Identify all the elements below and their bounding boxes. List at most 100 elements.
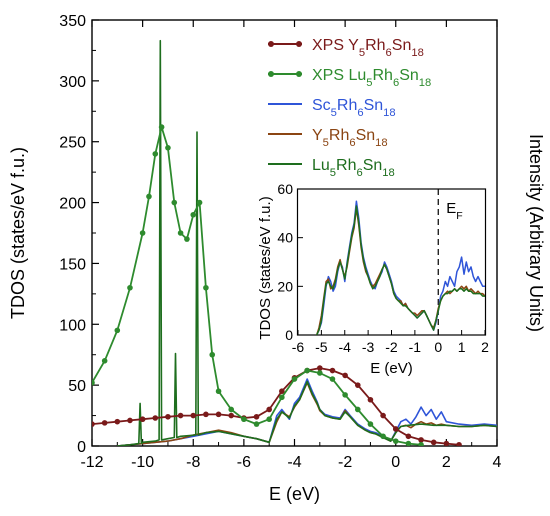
inset-x-tick-label: -2 [385, 339, 398, 355]
x-axis-title: E (eV) [269, 484, 320, 504]
inset-x-tick-label: -4 [339, 339, 352, 355]
data-point-XPS Lu5Rh6Sn18 [418, 441, 424, 446]
data-point-XPS Lu5Rh6Sn18 [209, 351, 216, 358]
series-group-XPS Lu5Rh6Sn18 [92, 124, 424, 446]
data-point-XPS Y5Rh6Sn18 [279, 388, 285, 395]
data-point-XPS Lu5Rh6Sn18 [190, 211, 197, 218]
inset-x-tick-label: 1 [458, 339, 466, 355]
inset-x-tick-label: -3 [362, 339, 375, 355]
inset-x-tick-label: 2 [481, 339, 489, 355]
y-tick-label: 0 [77, 439, 86, 456]
data-point-XPS Lu5Rh6Sn18 [329, 376, 336, 382]
data-point-XPS Lu5Rh6Sn18 [354, 406, 361, 413]
data-point-XPS Y5Rh6Sn18 [418, 437, 424, 443]
data-point-XPS Y5Rh6Sn18 [367, 396, 374, 403]
inset-x-tick-label: -6 [292, 339, 305, 355]
data-point-XPS Lu5Rh6Sn18 [203, 284, 209, 291]
data-point-XPS Lu5Rh6Sn18 [380, 433, 386, 440]
data-point-XPS Y5Rh6Sn18 [215, 411, 222, 418]
data-point-XPS Y5Rh6Sn18 [177, 412, 184, 419]
legend-entry: XPS Lu5Rh6Sn18 [312, 67, 431, 89]
y-tick-label: 250 [59, 135, 86, 152]
data-point-XPS Y5Rh6Sn18 [405, 433, 412, 440]
x-tick-label: 0 [391, 454, 400, 471]
data-point-XPS Lu5Rh6Sn18 [228, 406, 235, 413]
data-point-XPS Y5Rh6Sn18 [329, 367, 336, 374]
x-tick-label: 4 [493, 454, 502, 471]
inset-y-tick-label: 40 [277, 230, 293, 246]
inset-y-tick-label: 60 [277, 181, 293, 197]
data-point-XPS Lu5Rh6Sn18 [392, 438, 399, 444]
data-point-XPS Lu5Rh6Sn18 [165, 145, 171, 151]
data-point-XPS Lu5Rh6Sn18 [146, 193, 152, 200]
data-point-XPS Lu5Rh6Sn18 [171, 199, 178, 206]
inset-y-tick-label: 0 [285, 327, 293, 343]
inset-x-tick-label: -1 [409, 339, 422, 355]
legend-entry: Y5Rh6Sn18 [312, 127, 388, 149]
data-point-XPS Lu5Rh6Sn18 [114, 327, 121, 334]
data-point-XPS Lu5Rh6Sn18 [139, 230, 146, 236]
data-point-XPS Lu5Rh6Sn18 [367, 421, 374, 427]
y-tick-label: 150 [59, 256, 86, 273]
inset-series-line-Lu5Rh6Sn18 [316, 205, 485, 335]
data-point-XPS Y5Rh6Sn18 [253, 413, 260, 420]
legend-entry: Lu5Rh6Sn18 [312, 157, 395, 179]
data-point-XPS Lu5Rh6Sn18 [279, 394, 285, 401]
data-point-XPS Y5Rh6Sn18 [317, 365, 323, 371]
data-point-XPS Lu5Rh6Sn18 [177, 230, 184, 236]
y-tick-label: 200 [59, 196, 86, 213]
data-point-XPS Y5Rh6Sn18 [92, 421, 95, 427]
x-tick-label: 2 [442, 454, 451, 471]
data-point-XPS Y5Rh6Sn18 [342, 372, 348, 379]
legend-entry: Sc5Rh6Sn18 [312, 97, 396, 119]
data-point-XPS Y5Rh6Sn18 [101, 420, 108, 426]
data-point-XPS Y5Rh6Sn18 [266, 406, 272, 413]
inset-x-tick-label: 0 [434, 339, 442, 355]
data-point-XPS Y5Rh6Sn18 [152, 415, 159, 421]
y-tick-label: 300 [59, 74, 86, 91]
data-point-XPS Y5Rh6Sn18 [443, 440, 450, 446]
x-tick-label: -6 [237, 454, 251, 471]
data-point-XPS Y5Rh6Sn18 [114, 418, 121, 425]
legend-marker [296, 41, 302, 47]
data-point-XPS Y5Rh6Sn18 [354, 382, 361, 388]
data-point-XPS Y5Rh6Sn18 [165, 413, 171, 420]
inset-x-tick-label: -5 [315, 339, 328, 355]
data-point-XPS Lu5Rh6Sn18 [266, 416, 272, 423]
data-point-XPS Lu5Rh6Sn18 [253, 421, 260, 427]
inset-y-axis-title: TDOS (states/eV f.u.) [257, 196, 274, 339]
y-tick-label: 100 [59, 317, 86, 334]
data-point-XPS Y5Rh6Sn18 [430, 439, 437, 446]
data-point-XPS Y5Rh6Sn18 [380, 412, 386, 419]
data-point-XPS Lu5Rh6Sn18 [241, 416, 247, 423]
data-point-XPS Lu5Rh6Sn18 [215, 388, 222, 395]
data-point-XPS Y5Rh6Sn18 [127, 417, 133, 424]
data-point-XPS Lu5Rh6Sn18 [342, 392, 348, 398]
data-point-XPS Lu5Rh6Sn18 [304, 367, 310, 374]
data-point-XPS Y5Rh6Sn18 [139, 416, 146, 423]
y-axis-title: TDOS (states/eV f.u.) [8, 147, 28, 319]
x-tick-label: -12 [80, 454, 103, 471]
legend-marker [296, 71, 302, 77]
data-point-XPS Lu5Rh6Sn18 [291, 376, 298, 382]
x-tick-label: -2 [338, 454, 352, 471]
legend-marker [268, 71, 274, 77]
data-point-XPS Lu5Rh6Sn18 [127, 284, 133, 291]
inset-x-axis-title: E (eV) [370, 360, 413, 377]
x-tick-label: -4 [287, 454, 301, 471]
data-point-XPS Lu5Rh6Sn18 [158, 124, 165, 130]
data-point-XPS Lu5Rh6Sn18 [152, 151, 159, 157]
inset-y-tick-label: 20 [277, 278, 293, 294]
data-point-XPS Y5Rh6Sn18 [228, 412, 235, 419]
inset-series-group-Lu5Rh6Sn18 [316, 205, 485, 335]
data-point-XPS Y5Rh6Sn18 [456, 441, 462, 446]
y2-axis-title: Intensity (Arbitrary Units) [526, 134, 546, 332]
legend-marker [268, 41, 274, 47]
data-point-XPS Lu5Rh6Sn18 [184, 236, 190, 242]
y-tick-label: 50 [68, 378, 86, 395]
fermi-level-label: EF [446, 200, 462, 222]
y-tick-label: 350 [59, 13, 86, 30]
data-point-XPS Lu5Rh6Sn18 [196, 199, 203, 206]
